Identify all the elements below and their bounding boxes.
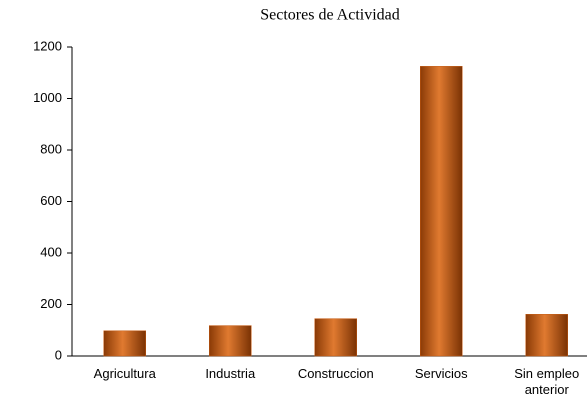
y-tick-label: 400	[40, 244, 62, 259]
x-tick-label: Sin empleo anterior	[514, 366, 580, 397]
bar	[420, 66, 463, 357]
bar	[525, 314, 568, 357]
x-tick-label: Agricultura	[93, 366, 156, 381]
x-tick-label: Servicios	[414, 366, 468, 381]
y-tick-label: 600	[40, 193, 62, 208]
bar	[103, 330, 146, 357]
y-tick-label: 200	[40, 296, 62, 311]
y-tick-label: 0	[55, 347, 62, 362]
chart-title: Sectores de Actividad	[260, 7, 400, 24]
y-tick-label: 1000	[33, 90, 62, 105]
y-tick-label: 800	[40, 141, 62, 156]
y-tick-label: 1200	[33, 38, 62, 53]
x-tick-label: Industria	[205, 366, 256, 381]
bar	[314, 318, 357, 357]
x-tick-label: Construccion	[297, 366, 374, 381]
bar	[209, 325, 252, 357]
